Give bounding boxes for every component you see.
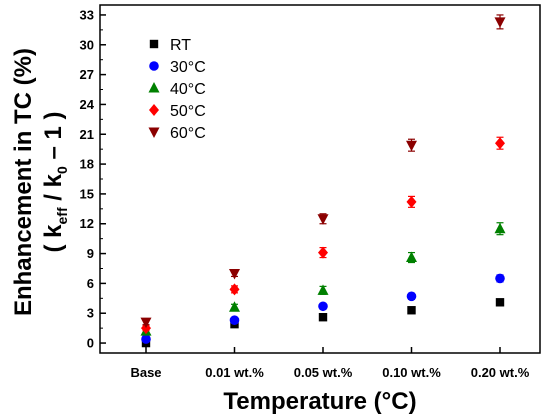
data-point <box>495 137 505 150</box>
legend-marker <box>148 82 160 93</box>
data-point <box>406 195 417 208</box>
x-tick-label: 0.20 wt.% <box>471 365 530 380</box>
legend-label: 30°C <box>170 59 206 76</box>
y-tick-label: 21 <box>80 127 94 142</box>
y-tick-label: 33 <box>80 7 94 22</box>
ylabel-close: – 1 ) <box>40 112 67 167</box>
data-point <box>494 222 506 234</box>
data-point <box>318 246 328 259</box>
x-tick-label: 0.01 wt.% <box>205 365 264 380</box>
data-point <box>229 268 240 280</box>
y-tick-label: 0 <box>87 336 94 351</box>
legend: RT 30°C 40°C 50°C 60°C <box>148 37 206 142</box>
ylabel-mid: / k <box>40 173 67 207</box>
y-tick-label: 3 <box>87 306 94 321</box>
legend-label: 60°C <box>170 125 206 142</box>
data-point <box>229 315 240 325</box>
x-tick-label: Base <box>130 365 161 380</box>
data-point <box>406 251 417 263</box>
x-tick-label: 0.10 wt.% <box>382 365 441 380</box>
plot-frame <box>99 4 541 354</box>
data-point <box>494 17 506 28</box>
y-tick-label: 12 <box>80 216 94 231</box>
data-point <box>229 283 240 296</box>
y-tick-label: 30 <box>80 37 94 52</box>
x-axis-title: Temperature (°C) <box>223 388 416 415</box>
y-axis-title-line2: ( keff / k0 – 1 ) <box>40 112 70 253</box>
data-point <box>407 306 416 315</box>
legend-marker <box>149 61 159 71</box>
y-axis-title-line1: Enhancement in TC (%) <box>10 48 37 316</box>
data-point <box>317 214 329 225</box>
legend-label: RT <box>170 37 191 54</box>
legend-marker <box>148 127 160 138</box>
y-tick-label: 9 <box>87 246 94 261</box>
y-tick-label: 27 <box>80 67 94 82</box>
data-point <box>318 301 328 312</box>
legend-marker <box>149 39 159 49</box>
data-point <box>495 298 505 307</box>
data-point <box>229 301 240 312</box>
data-point <box>406 291 417 302</box>
legend-label: 50°C <box>170 103 206 120</box>
y-tick-label: 18 <box>80 157 94 172</box>
data-point <box>140 317 152 329</box>
y-tick-label: 15 <box>80 186 94 201</box>
x-tick-label: 0.05 wt.% <box>294 365 353 380</box>
data-point <box>318 313 328 322</box>
ylabel-sub-0: 0 <box>54 166 70 174</box>
legend-label: 40°C <box>170 81 206 98</box>
ylabel-sub-eff: eff <box>54 207 70 224</box>
ylabel-open: ( k <box>40 224 67 253</box>
data-point <box>406 140 417 152</box>
data-point <box>141 334 151 344</box>
y-tick-label: 6 <box>87 276 94 291</box>
data-point <box>317 284 329 295</box>
y-tick-label: 24 <box>80 97 95 112</box>
legend-marker <box>149 104 159 116</box>
x-axis: Base 0.01 wt.% 0.05 wt.% 0.10 wt.% 0.20 wt.% <box>130 347 530 380</box>
data-points <box>140 14 506 348</box>
data-point <box>495 273 505 284</box>
y-axis: 0 3 6 9 12 15 18 21 24 27 30 33 <box>80 7 106 351</box>
